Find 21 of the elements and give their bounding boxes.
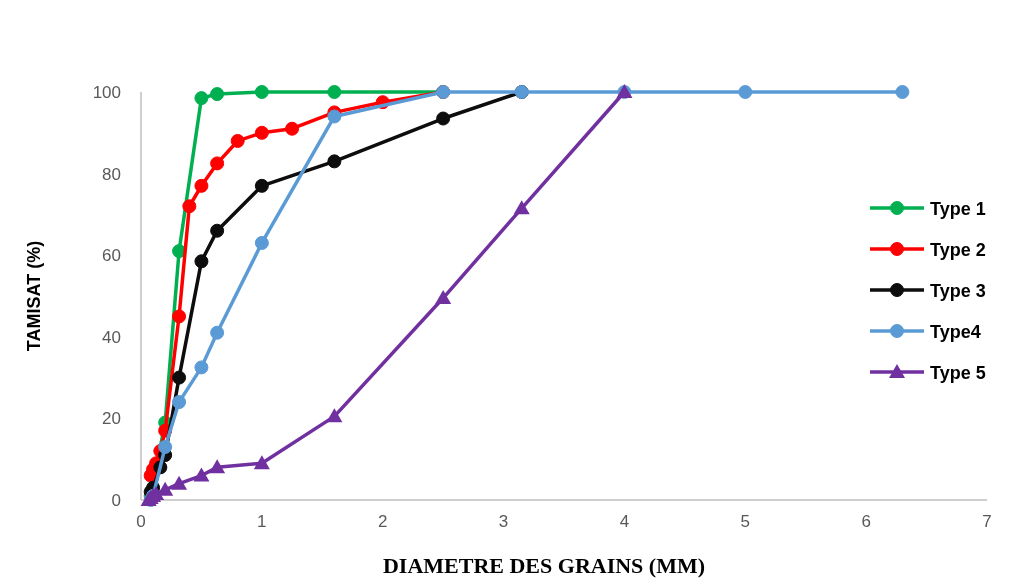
x-tick-label: 0 — [136, 512, 146, 531]
y-tick-label: 60 — [102, 246, 121, 266]
y-tick-label: 0 — [111, 491, 121, 510]
legend-label: Type 3 — [930, 281, 986, 301]
x-tick-label: 3 — [498, 512, 509, 531]
y-tick-label: 20 — [102, 409, 121, 429]
legend-label: Type 2 — [930, 240, 986, 260]
y-tick-label: 40 — [102, 327, 121, 347]
x-tick-label: 5 — [740, 512, 751, 531]
y-tick-label: 100 — [92, 83, 121, 102]
y-axis-title: TAMISAT (%) — [24, 240, 44, 352]
legend-label: Type4 — [930, 322, 981, 342]
y-tick-label: 80 — [102, 164, 121, 184]
legend-label: Type 5 — [930, 363, 986, 383]
x-tick-label: 7 — [982, 512, 992, 531]
x-tick-label: 2 — [377, 512, 388, 531]
x-axis-title: DIAMETRE DES GRAINS (MM) — [382, 553, 706, 578]
x-tick-label: 6 — [861, 512, 871, 531]
x-tick-label: 4 — [619, 512, 630, 531]
legend-label: Type 1 — [930, 199, 986, 219]
x-tick-label: 1 — [257, 512, 267, 531]
